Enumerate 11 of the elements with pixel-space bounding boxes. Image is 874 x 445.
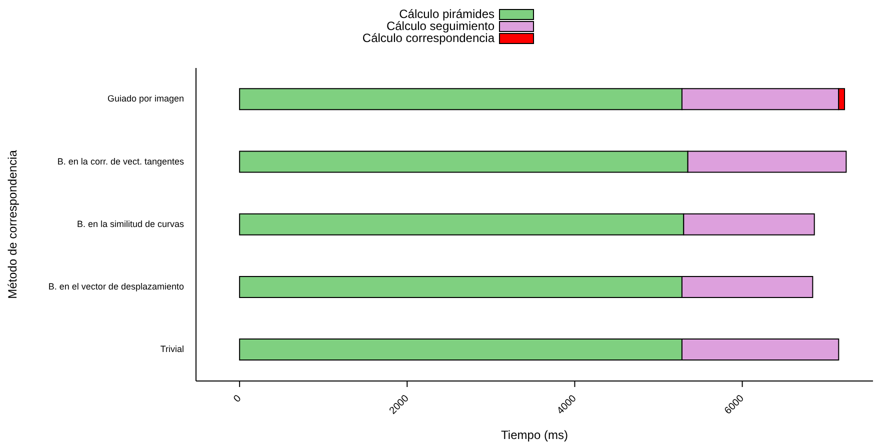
legend-label: Cálculo seguimiento [385,19,494,33]
x-tick-label: 0 [232,392,244,405]
y-tick-label: B. en la corr. de vect. tangentes [57,156,184,166]
y-tick-label: B. en el vector de desplazamiento [48,281,184,292]
legend-label: Cálculo pirámides [398,7,494,21]
y-axis-title: Método de correspondencia [5,150,20,299]
y-tick-label: B. en la similitud de curvas [76,218,184,229]
x-axis-title: Tiempo (ms) [501,428,568,442]
y-tick-label: Trivial [160,344,184,354]
legend-label: Cálculo correspondencia [361,31,494,45]
y-tick-label: Guiado por imagen [107,94,184,104]
